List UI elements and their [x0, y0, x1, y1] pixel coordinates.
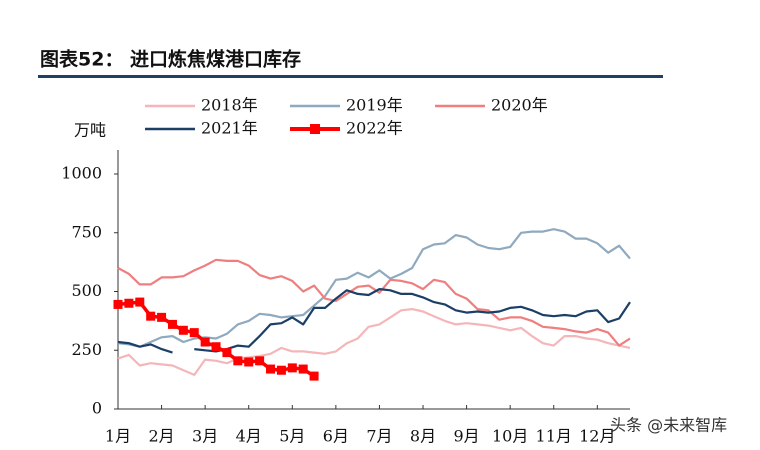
point-marker	[222, 348, 232, 358]
point-marker	[146, 311, 156, 321]
y-tick-label: 250	[71, 340, 102, 359]
legend-label: 2018年	[201, 96, 258, 115]
point-marker	[189, 328, 199, 338]
legend-marker	[310, 124, 320, 134]
x-tick-label: 1月	[105, 427, 131, 446]
x-tick-label: 3月	[192, 427, 218, 446]
legend-label: 2020年	[491, 96, 548, 115]
point-marker	[167, 319, 177, 329]
y-tick-label: 500	[71, 281, 102, 300]
watermark: 头条 @未来智库	[610, 416, 727, 435]
chart-title: 图表52： 进口炼焦煤港口库存	[40, 48, 301, 71]
point-marker	[178, 325, 188, 335]
point-marker	[244, 357, 254, 367]
title-rule	[38, 75, 663, 78]
series-line	[117, 308, 631, 376]
x-tick-label: 11月	[536, 427, 572, 446]
series-line	[117, 258, 631, 347]
series-line	[117, 288, 631, 354]
point-marker	[233, 356, 243, 366]
point-marker	[276, 365, 286, 375]
point-marker	[298, 364, 308, 374]
point-marker	[309, 371, 319, 381]
x-tick-label: 10月	[492, 427, 528, 446]
point-marker	[124, 298, 134, 308]
point-marker	[113, 299, 123, 309]
point-marker	[200, 337, 210, 347]
x-tick-label: 8月	[410, 427, 436, 446]
y-axis-label: 万吨	[74, 121, 106, 140]
x-tick-label: 12月	[579, 427, 615, 446]
x-tick-label: 2月	[148, 427, 174, 446]
point-marker	[255, 356, 265, 366]
legend-label: 2021年	[201, 119, 258, 138]
x-tick-label: 4月	[236, 427, 262, 446]
point-marker	[157, 312, 167, 322]
point-marker	[287, 363, 297, 373]
x-tick-label: 9月	[454, 427, 480, 446]
y-tick-label: 750	[71, 222, 102, 241]
series-line	[117, 228, 631, 348]
point-marker	[266, 364, 276, 374]
legend-label: 2022年	[346, 119, 403, 138]
legend-label: 2019年	[346, 96, 403, 115]
point-marker	[135, 297, 145, 307]
point-marker	[211, 342, 221, 352]
x-tick-label: 7月	[366, 427, 392, 446]
x-tick-label: 5月	[279, 427, 305, 446]
y-tick-label: 1000	[61, 164, 102, 183]
x-tick-label: 6月	[323, 427, 349, 446]
y-tick-label: 0	[92, 399, 102, 418]
